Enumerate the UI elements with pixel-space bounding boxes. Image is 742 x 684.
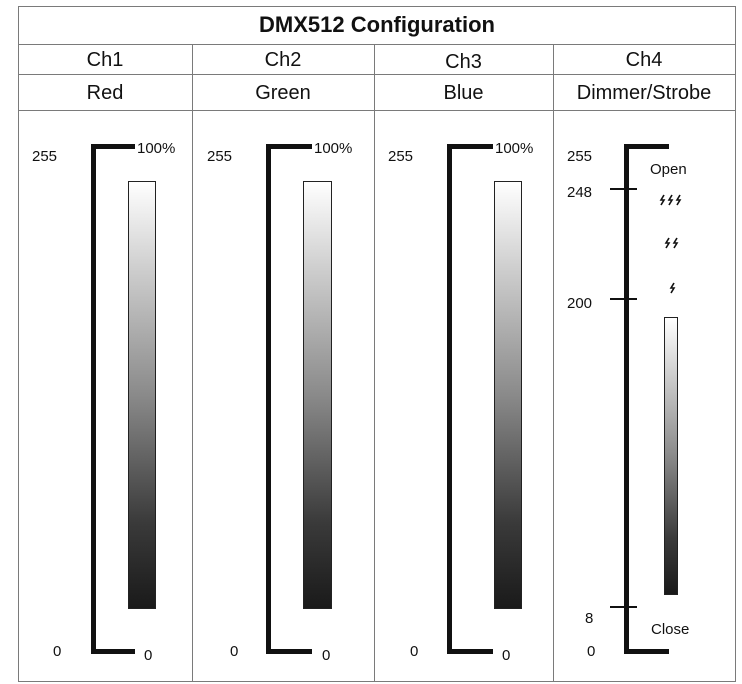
bracket-top [624, 144, 669, 149]
bracket-top [266, 144, 312, 149]
scale-min-label: 0 [410, 643, 419, 660]
bracket-bottom [91, 649, 135, 654]
scale-max-label: 255 [32, 148, 58, 165]
page-title: DMX512 Configuration [259, 12, 495, 37]
bracket-vertical [91, 144, 96, 654]
function-label-4: Dimmer/Strobe [576, 82, 712, 104]
tick-label-8: 8 [585, 610, 594, 627]
tick-label-0: 0 [587, 643, 596, 660]
tick-label-255: 255 [567, 148, 593, 165]
scale-max-label: 255 [207, 148, 233, 165]
table-border-top [18, 6, 736, 7]
bracket-vertical [266, 144, 271, 654]
function-label-1: Red [86, 82, 124, 104]
percent-min-label: 0 [322, 647, 331, 664]
column-divider-1 [192, 44, 193, 682]
tick-8 [610, 606, 637, 608]
intensity-gradient [128, 181, 156, 609]
percent-max-label: 100% [314, 140, 353, 157]
channel-header-4: Ch4 [625, 49, 663, 71]
bracket-bottom [447, 649, 493, 654]
bracket-vertical [624, 144, 629, 654]
table-divider-title [18, 44, 736, 45]
intensity-gradient [494, 181, 522, 609]
table-border-bottom [18, 681, 736, 682]
function-label-3: Blue [443, 82, 484, 104]
open-label: Open [650, 161, 687, 178]
bracket-bottom [624, 649, 669, 654]
percent-min-label: 0 [144, 647, 153, 664]
intensity-gradient [303, 181, 332, 609]
strobe-medium-icon [664, 237, 679, 249]
bracket-top [447, 144, 493, 149]
tick-label-200: 200 [567, 295, 593, 312]
strobe-slow-icon [669, 282, 676, 294]
strobe-fast-icon [659, 194, 682, 206]
strobe-fast-icon [659, 193, 687, 211]
tick-248 [610, 188, 637, 190]
table-divider-function [18, 110, 736, 111]
table-divider-channel [18, 74, 736, 75]
tick-200 [610, 298, 637, 300]
channel-header-2: Ch2 [264, 49, 302, 71]
function-label-2: Green [255, 82, 311, 104]
bracket-bottom [266, 649, 312, 654]
bracket-top [91, 144, 135, 149]
column-divider-2 [374, 44, 375, 682]
column-divider-3 [553, 44, 554, 682]
table-border-left [18, 6, 19, 682]
percent-min-label: 0 [502, 647, 511, 664]
close-label: Close [651, 621, 690, 638]
scale-min-label: 0 [230, 643, 239, 660]
percent-max-label: 100% [137, 140, 176, 157]
channel-header-1: Ch1 [86, 49, 124, 71]
strobe-slow-icon [668, 281, 680, 299]
bracket-vertical [447, 144, 452, 654]
tick-label-248: 248 [567, 184, 593, 201]
scale-max-label: 255 [388, 148, 414, 165]
channel-header-3: Ch3 [445, 51, 482, 73]
table-border-right [735, 6, 736, 682]
scale-min-label: 0 [53, 643, 62, 660]
percent-max-label: 100% [495, 140, 534, 157]
dimmer-gradient [664, 317, 678, 595]
strobe-medium-icon [664, 236, 684, 254]
